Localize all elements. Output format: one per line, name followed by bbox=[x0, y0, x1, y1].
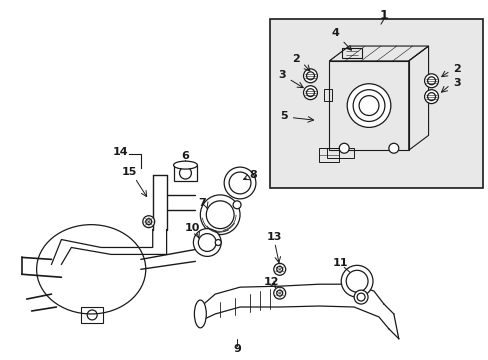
Circle shape bbox=[276, 266, 282, 272]
Text: 9: 9 bbox=[233, 344, 241, 354]
Text: 8: 8 bbox=[248, 170, 256, 180]
Text: 2: 2 bbox=[452, 64, 460, 74]
Text: 12: 12 bbox=[264, 277, 279, 287]
Circle shape bbox=[198, 234, 216, 251]
Circle shape bbox=[427, 93, 435, 100]
Text: 4: 4 bbox=[331, 28, 351, 50]
Circle shape bbox=[352, 90, 384, 121]
Circle shape bbox=[193, 229, 221, 256]
Circle shape bbox=[339, 143, 348, 153]
Circle shape bbox=[303, 86, 317, 100]
Text: 10: 10 bbox=[184, 222, 200, 233]
Circle shape bbox=[215, 239, 221, 246]
Text: 11: 11 bbox=[332, 258, 347, 268]
Text: 15: 15 bbox=[121, 167, 136, 177]
Circle shape bbox=[388, 143, 398, 153]
Circle shape bbox=[303, 69, 317, 83]
Text: 3: 3 bbox=[277, 70, 285, 80]
Text: 6: 6 bbox=[181, 151, 189, 161]
Circle shape bbox=[427, 77, 435, 85]
Circle shape bbox=[424, 74, 438, 88]
Text: 13: 13 bbox=[266, 231, 282, 242]
Circle shape bbox=[346, 84, 390, 127]
Circle shape bbox=[206, 201, 234, 229]
Circle shape bbox=[273, 287, 285, 299]
Text: 3: 3 bbox=[452, 78, 460, 88]
Circle shape bbox=[233, 201, 241, 209]
Circle shape bbox=[273, 264, 285, 275]
Circle shape bbox=[142, 216, 154, 228]
Circle shape bbox=[346, 270, 367, 292]
Ellipse shape bbox=[194, 300, 206, 328]
Circle shape bbox=[306, 72, 314, 80]
Circle shape bbox=[145, 219, 151, 225]
Circle shape bbox=[224, 167, 255, 199]
Circle shape bbox=[353, 290, 367, 304]
Circle shape bbox=[179, 167, 191, 179]
Text: 7: 7 bbox=[198, 198, 206, 208]
Text: 5: 5 bbox=[279, 112, 287, 121]
Circle shape bbox=[200, 195, 240, 235]
Text: 2: 2 bbox=[291, 54, 299, 64]
Circle shape bbox=[276, 290, 282, 296]
Circle shape bbox=[306, 89, 314, 96]
Circle shape bbox=[424, 90, 438, 104]
Circle shape bbox=[356, 293, 365, 301]
Circle shape bbox=[229, 172, 250, 194]
Circle shape bbox=[341, 265, 372, 297]
Bar bbox=[269, 19, 482, 188]
Polygon shape bbox=[173, 165, 197, 181]
Ellipse shape bbox=[173, 161, 197, 169]
Text: 1: 1 bbox=[379, 9, 387, 22]
Text: 14: 14 bbox=[113, 147, 128, 157]
